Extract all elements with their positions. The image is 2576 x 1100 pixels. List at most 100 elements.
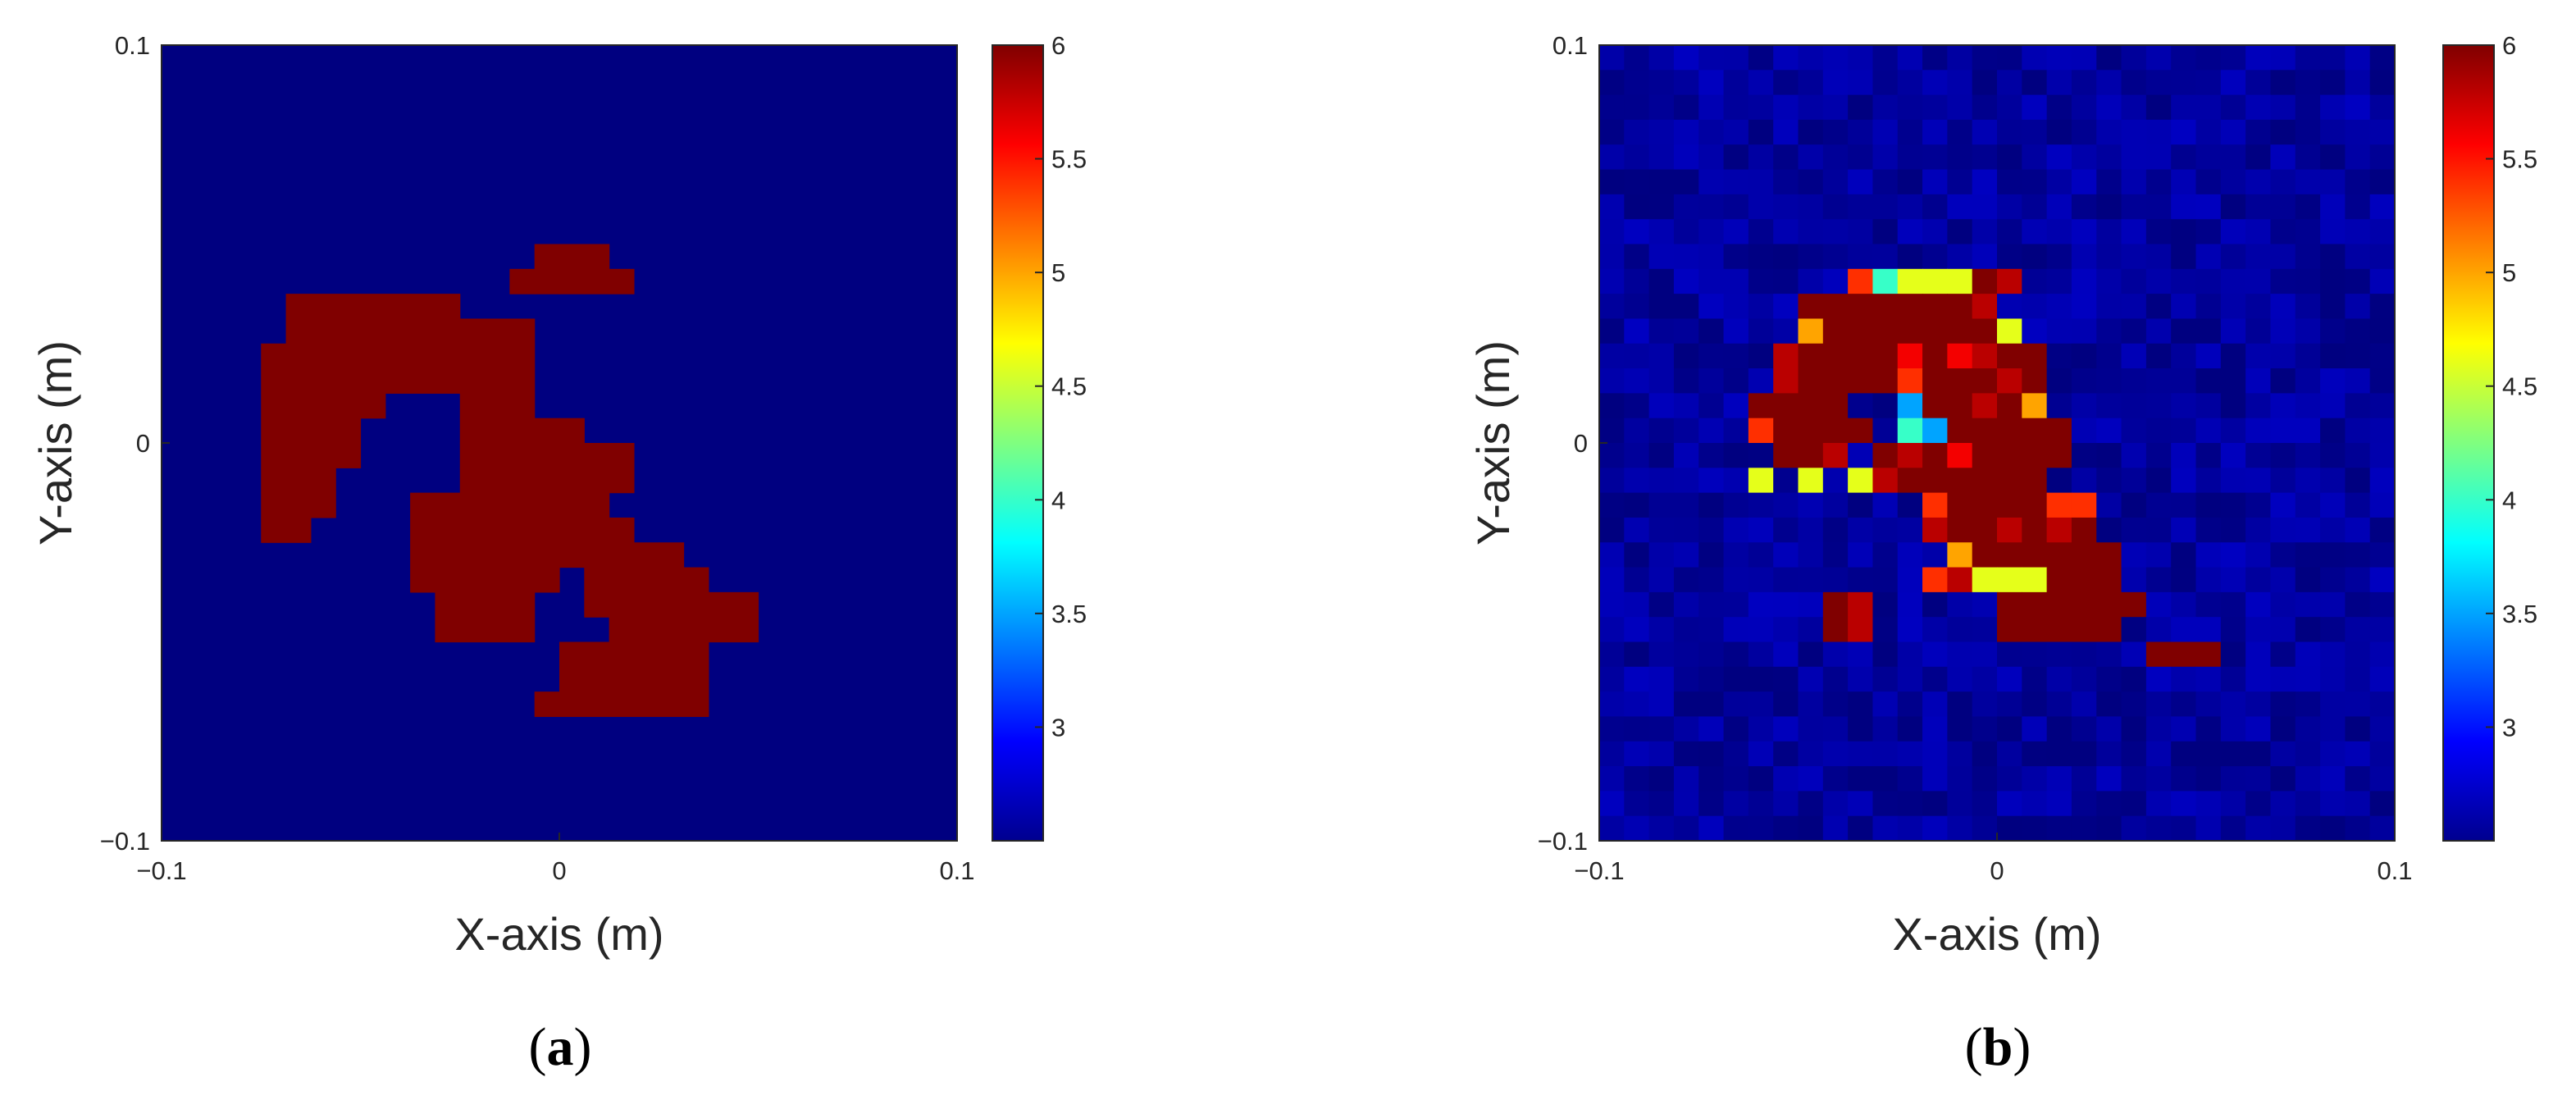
- heatmap-cell: [1648, 591, 1675, 618]
- heatmap-cell: [2320, 542, 2346, 568]
- heatmap-cell: [1624, 691, 1650, 718]
- heatmap-cell: [2096, 368, 2122, 394]
- panel-label: (b): [1965, 1017, 2031, 1077]
- heatmap-cell: [435, 591, 461, 618]
- heatmap-cell: [2345, 741, 2371, 767]
- heatmap-cell: [1748, 418, 1774, 444]
- colorbar-tick-label: 4: [2502, 486, 2516, 514]
- heatmap-cell: [1897, 194, 1923, 220]
- heatmap-cell: [2022, 716, 2048, 742]
- heatmap-cell: [1748, 641, 1774, 668]
- heatmap-cell: [1723, 741, 1749, 767]
- heatmap-cell: [1698, 244, 1725, 270]
- heatmap-cell: [2195, 119, 2222, 145]
- heatmap-cell: [310, 368, 336, 394]
- heatmap-cell: [1872, 294, 1899, 320]
- heatmap-cell: [1648, 169, 1675, 195]
- heatmap-cell: [2171, 318, 2197, 345]
- heatmap-cell: [2046, 294, 2072, 320]
- heatmap-cell: [2245, 443, 2272, 468]
- heatmap-cell: [360, 393, 386, 419]
- heatmap-cell: [2096, 119, 2122, 145]
- heatmap-cell: [2295, 144, 2321, 171]
- heatmap-cell: [708, 617, 734, 643]
- heatmap-cell: [1723, 119, 1749, 145]
- heatmap-cell: [1947, 815, 1973, 842]
- heatmap-cell: [1897, 443, 1923, 468]
- heatmap-cell: [2022, 94, 2048, 121]
- colorbar-gradient: [992, 44, 1044, 842]
- heatmap-cell: [559, 641, 585, 668]
- heatmap-cell: [2220, 791, 2246, 817]
- heatmap-cell: [2096, 567, 2122, 593]
- heatmap-cell: [1773, 591, 1799, 618]
- heatmap-cell: [2245, 418, 2272, 444]
- colorbar: 3 3.5 4 4.5 5 5.5 6: [2442, 31, 2537, 842]
- heatmap-cell: [1599, 70, 1625, 96]
- heatmap-cell: [1698, 119, 1725, 145]
- heatmap-cell: [1822, 144, 1849, 171]
- heatmap-cell: [1624, 144, 1650, 171]
- heatmap-cell: [2320, 294, 2346, 320]
- heatmap-cell: [1822, 244, 1849, 270]
- heatmap-cell: [2295, 393, 2321, 419]
- heatmap-cell: [1773, 666, 1799, 692]
- heatmap-cell: [2295, 542, 2321, 568]
- heatmap-cell: [1997, 791, 2022, 817]
- heatmap-cell: [534, 492, 560, 518]
- heatmap-cell: [1947, 641, 1973, 668]
- heatmap-cell: [2295, 641, 2321, 668]
- heatmap-cell: [1947, 591, 1973, 618]
- heatmap-cell: [2096, 294, 2122, 320]
- heatmap-cell: [2245, 641, 2272, 668]
- heatmap-cell: [1972, 741, 1998, 767]
- heatmap-cell: [609, 666, 635, 692]
- heatmap-cell: [1599, 716, 1625, 742]
- heatmap-cell: [1798, 741, 1824, 767]
- heatmap-cell: [285, 517, 312, 543]
- heatmap-cell: [1773, 691, 1799, 718]
- heatmap-cell: [1922, 567, 1948, 593]
- heatmap-cell: [2195, 45, 2222, 71]
- heatmap-cell: [1848, 567, 1874, 593]
- heatmap-cell: [1599, 468, 1625, 494]
- heatmap-cell: [1798, 244, 1824, 270]
- heatmap-cell: [2046, 144, 2072, 171]
- heatmap-cell: [1648, 567, 1675, 593]
- heatmap-cell: [1972, 393, 1998, 419]
- heatmap-cell: [584, 268, 610, 294]
- heatmap-cell: [1723, 617, 1749, 643]
- heatmap-cell: [1748, 144, 1774, 171]
- heatmap-cell: [2121, 617, 2147, 643]
- heatmap-cell: [2295, 492, 2321, 518]
- heatmap-cell: [1698, 268, 1725, 294]
- heatmap-cell: [609, 691, 635, 718]
- heatmap-cell: [2022, 641, 2048, 668]
- heatmap-cell: [1798, 815, 1824, 842]
- heatmap-cell: [2022, 219, 2048, 245]
- heatmap-cell: [1997, 418, 2022, 444]
- heatmap-cell: [1648, 741, 1675, 767]
- heatmap-cell: [1624, 666, 1650, 692]
- heatmap-cell: [1897, 418, 1923, 444]
- heatmap-cell: [1972, 45, 1998, 71]
- heatmap-cell: [1972, 194, 1998, 220]
- heatmap-cell: [633, 641, 659, 668]
- heatmap-cell: [310, 318, 336, 345]
- heatmap-cell: [2195, 368, 2222, 394]
- heatmap-cell: [2096, 766, 2122, 792]
- heatmap-cell: [1897, 617, 1923, 643]
- heatmap-cell: [2245, 244, 2272, 270]
- heatmap-cell: [285, 393, 312, 419]
- heatmap-cell: [2071, 45, 2097, 71]
- heatmap-cell: [1997, 393, 2022, 419]
- heatmap-cell: [435, 318, 461, 345]
- heatmap-cell: [2121, 517, 2147, 543]
- heatmap-cell: [1972, 343, 1998, 369]
- heatmap-cell: [310, 418, 336, 444]
- heatmap-cell: [459, 542, 486, 568]
- heatmap-cell: [1947, 443, 1973, 468]
- heatmap-cell: [2022, 741, 2048, 767]
- heatmap-cell: [2295, 691, 2321, 718]
- heatmap-cell: [2345, 194, 2371, 220]
